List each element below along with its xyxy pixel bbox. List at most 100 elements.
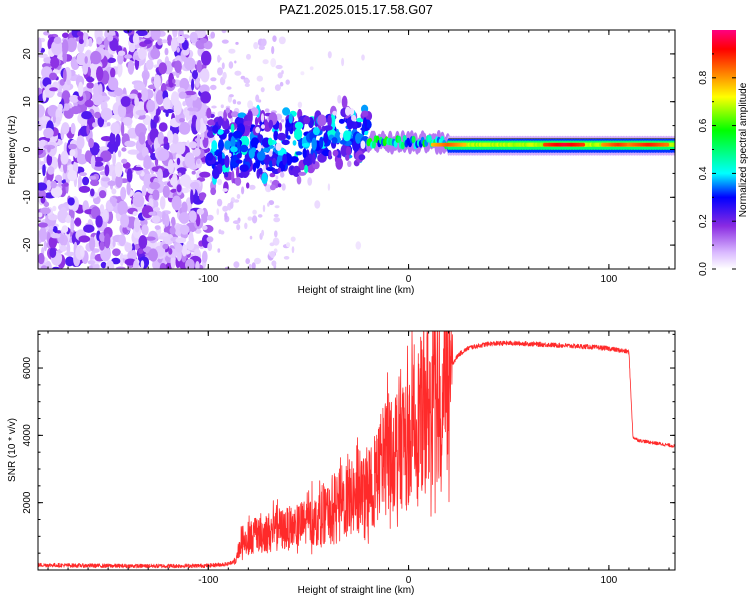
noise-cell [135,109,147,116]
noise-cell [184,90,196,96]
spectral-blob [218,139,224,152]
noise-cell [351,114,357,122]
noise-cell [70,106,82,115]
tone-peak [665,142,670,147]
noise-cell [191,170,196,175]
noise-cell [185,258,195,269]
y-tick-label: 20 [22,48,33,60]
spectrogram-y-ticks: -20 -10 0 10 20 [22,29,675,270]
noise-cell [279,81,284,87]
noise-cell [200,68,210,83]
noise-cell [141,224,149,236]
noise-cell [244,83,250,87]
noise-cell [176,167,187,173]
spectral-blob [206,130,215,138]
noise-cell [153,207,161,212]
noise-cell [42,163,46,177]
noise-cell [253,42,259,50]
noise-cell [170,254,176,269]
noise-cell [188,141,198,149]
noise-cell [164,213,170,228]
noise-cell [126,181,131,196]
noise-cell [112,151,116,167]
noise-cell [132,33,140,45]
spectral-blob [251,147,257,153]
noise-cell [203,115,208,121]
noise-cell [269,242,275,247]
noise-cell [112,240,116,248]
noise-cell [260,38,267,47]
noise-cell [283,255,290,260]
noise-cell [65,214,72,224]
tone-peak [462,142,467,147]
noise-cell [245,258,250,265]
spectral-blob [238,172,246,178]
noise-cell [111,197,117,207]
noise-cell [286,242,291,248]
noise-cell [111,188,117,195]
tone-core [672,142,675,147]
noise-cell [157,131,164,145]
noise-cell [172,133,179,146]
noise-cell [252,209,257,215]
noise-cell [337,94,342,104]
noise-cell [236,224,241,231]
noise-cell [249,235,253,240]
noise-cell [179,224,190,235]
noise-cell [267,202,270,207]
spectral-blob [247,110,253,124]
spectral-blob [328,150,332,159]
noise-cell [270,58,277,68]
noise-cell [76,52,87,66]
noise-cell [206,214,214,221]
noise-cell [228,61,234,69]
spectral-blob [221,117,230,130]
noise-cell [188,210,197,223]
noise-cell [76,136,85,150]
noise-cell [114,87,124,97]
noise-cell [268,200,275,206]
noise-cell [57,153,62,169]
noise-cell [40,207,51,215]
noise-cell [235,41,239,45]
noise-cell [228,152,232,158]
noise-cell [195,77,200,88]
noise-cell [89,175,97,180]
noise-cell [206,236,214,243]
spectrogram-x-ticks: -100 0 100 [47,30,670,285]
spectral-blob [296,175,302,185]
noise-cell [101,177,111,182]
noise-cell [221,39,229,44]
x-tick-label: 100 [601,274,618,285]
noise-cell [199,171,211,178]
noise-cell [70,217,75,233]
noise-cell [285,79,290,85]
noise-cell [86,82,94,89]
noise-cell [234,60,237,64]
noise-cell [110,122,120,135]
spectral-blob [352,121,358,131]
noise-cell [272,237,280,246]
noise-cell [117,64,122,78]
snr-x-label: Height of straight line (km) [298,585,415,596]
spectral-blob [317,114,327,127]
noise-cell [88,137,94,149]
colorbar-gradient [712,30,736,269]
spectral-blob [361,110,369,117]
noise-cell [167,34,173,46]
noise-cell [280,171,285,178]
noise-cell [132,211,138,217]
noise-cell [57,91,64,98]
noise-cell [117,104,127,118]
noise-cell [217,248,221,253]
x-tick-label: -100 [198,575,218,586]
noise-cell [50,186,63,198]
noise-cell [229,201,234,209]
noise-cell [74,219,82,225]
spectral-blob [239,144,249,153]
noise-cell [247,216,253,221]
noise-cell [158,122,168,132]
noise-cell [165,111,169,117]
spectral-blob [294,121,304,130]
snr-panel: -100 0 100 2000 4000 6000 Height of straight… [7,330,676,596]
